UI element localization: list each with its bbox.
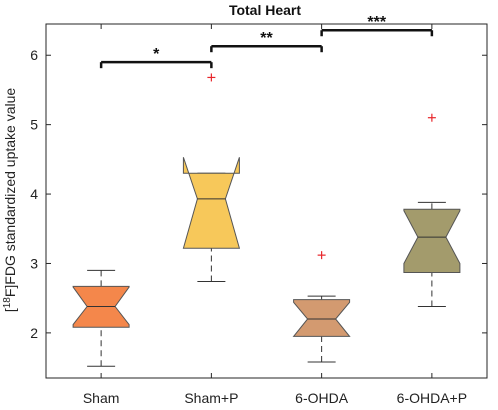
x-tick-label: 6-OHDA xyxy=(295,390,349,406)
significance-layer: ****** xyxy=(99,14,434,69)
y-tick-label: 2 xyxy=(30,325,38,341)
x-tick-label: Sham xyxy=(83,390,120,406)
box-sham xyxy=(72,269,130,367)
significance-label: ** xyxy=(260,30,273,47)
y-tick-label: 5 xyxy=(30,117,38,133)
box-6-ohda-p xyxy=(403,113,461,308)
plot-area-frame xyxy=(45,23,488,379)
x-axis: Sham Sham+P 6-OHDA 6-OHDA+P xyxy=(83,24,467,406)
box-sham-p xyxy=(182,73,241,283)
box-body xyxy=(182,157,241,249)
y-tick-label: 4 xyxy=(30,186,38,202)
x-tick-label: 6-OHDA+P xyxy=(397,390,467,406)
y-axis-label: [18F]FDG standardized uptake value xyxy=(2,88,19,313)
y-axis-label-pre: [ xyxy=(2,308,18,312)
box-body xyxy=(292,299,351,337)
y-axis-label-sup: 18 xyxy=(2,297,13,309)
y-tick-label: 6 xyxy=(30,47,38,63)
y-tick-label: 3 xyxy=(30,255,38,271)
chart-title: Total Heart xyxy=(229,2,301,18)
box-body xyxy=(403,208,461,273)
x-tick-label: Sham+P xyxy=(184,390,238,406)
box-6-ohda xyxy=(292,251,351,363)
svg-text:[18F]FDG standardized uptake v: [18F]FDG standardized uptake value xyxy=(2,88,19,313)
y-axis: 2 3 4 5 6 xyxy=(30,47,487,341)
significance-label: *** xyxy=(367,14,386,31)
y-axis-label-post: F]FDG standardized uptake value xyxy=(2,88,18,298)
significance-label: * xyxy=(153,46,160,63)
boxes-layer xyxy=(72,73,461,367)
